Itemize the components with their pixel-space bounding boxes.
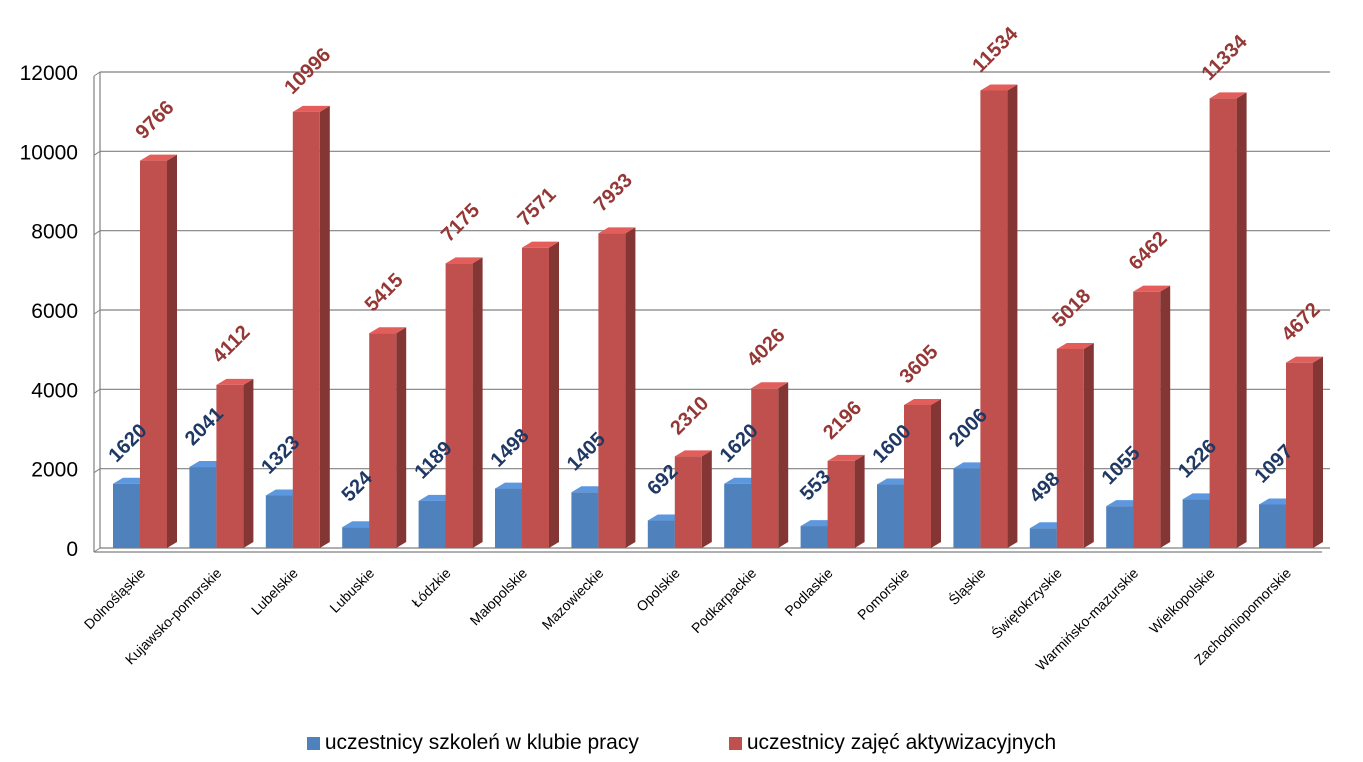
y-tick-label: 0 (66, 538, 78, 561)
bar-series-2 (1209, 92, 1247, 548)
y-tick-label: 8000 (31, 221, 78, 244)
bar-series-2 (522, 241, 559, 549)
data-label-series-2: 2196 (819, 397, 866, 444)
data-label-series-2: 5018 (1048, 285, 1095, 332)
data-label-series-2: 10996 (280, 44, 335, 99)
bar-series-2 (1286, 356, 1323, 548)
x-category-label: Podlaskie (781, 565, 835, 619)
legend: uczestnicy szkoleń w klubie pracy uczest… (0, 731, 1363, 755)
bar-series-2 (140, 154, 177, 548)
x-category-label: Łódzkie (408, 565, 454, 611)
x-category-label: Śląskie (945, 564, 989, 608)
data-label-series-2: 9766 (131, 97, 178, 144)
x-category-label: Pomorskie (854, 565, 912, 623)
bar-series-2 (980, 84, 1018, 548)
data-label-series-2: 7933 (590, 169, 637, 216)
data-label-series-2: 6462 (1125, 228, 1172, 275)
bar-series-2 (1133, 285, 1171, 548)
legend-swatch-series-1 (306, 736, 320, 750)
data-label-series-2: 4672 (1277, 299, 1324, 346)
x-category-label: Świętokrzyskie (987, 564, 1065, 642)
bar-series-2 (216, 378, 254, 548)
y-tick-label: 4000 (31, 379, 78, 402)
legend-label-series-1: uczestnicy szkoleń w klubie pracy (324, 731, 639, 754)
bar-series-2 (292, 105, 330, 549)
x-category-label: Lubelskie (248, 565, 301, 618)
data-label-series-2: 11334 (1198, 30, 1253, 85)
legend-swatch-series-2 (728, 736, 742, 750)
legend-item-series-1: uczestnicy szkoleń w klubie pracy (306, 731, 639, 755)
y-tick-label: 10000 (20, 141, 78, 164)
data-label-series-2: 4026 (743, 324, 790, 371)
y-tick-label: 6000 (31, 300, 78, 323)
grid-line-connector (93, 71, 101, 77)
data-label-series-2: 5415 (361, 269, 408, 316)
grid-line-connector (93, 388, 101, 394)
bar-series-2 (445, 257, 483, 548)
data-label-series-2: 3605 (895, 341, 942, 388)
bar-series-2 (369, 327, 407, 548)
x-category-label: Mazowieckie (539, 565, 607, 633)
data-label-series-2: 2310 (666, 392, 713, 439)
bar-series-2 (674, 450, 712, 548)
x-category-label: Opolskie (633, 565, 683, 615)
data-label-series-2: 11534 (968, 22, 1023, 77)
y-tick-label: 12000 (20, 62, 78, 85)
x-category-label: Wielkopolskie (1146, 565, 1218, 637)
y-tick-label: 2000 (31, 459, 78, 482)
legend-item-series-2: uczestnicy zajęć aktywizacyjnych (728, 731, 1057, 755)
bars (113, 84, 1323, 549)
x-category-label: Dolnośląskie (81, 565, 149, 633)
bar-series-2 (751, 382, 789, 548)
grid-line-connector (93, 468, 101, 474)
y-axis-ticks: 0 2000 4000 6000 8000 10000 12000 (20, 62, 78, 561)
x-category-label: Lubuskie (326, 565, 377, 616)
grid-line-connector (93, 547, 101, 553)
x-category-label: Małopolskie (467, 565, 531, 629)
grid-line-connector (93, 150, 101, 156)
data-label-series-2: 7571 (513, 184, 560, 231)
data-label-series-2: 7175 (437, 199, 484, 246)
grid-line-connector (93, 230, 101, 236)
x-category-label: Podkarpackie (688, 565, 759, 636)
bar-series-2 (827, 454, 865, 548)
bar-series-2 (904, 399, 941, 548)
bar-series-2 (1056, 342, 1094, 548)
grid-line-connector (93, 309, 101, 315)
data-label-series-2: 4112 (208, 321, 254, 367)
bar-series-2 (598, 227, 636, 548)
legend-label-series-2: uczestnicy zajęć aktywizacyjnych (746, 731, 1057, 754)
